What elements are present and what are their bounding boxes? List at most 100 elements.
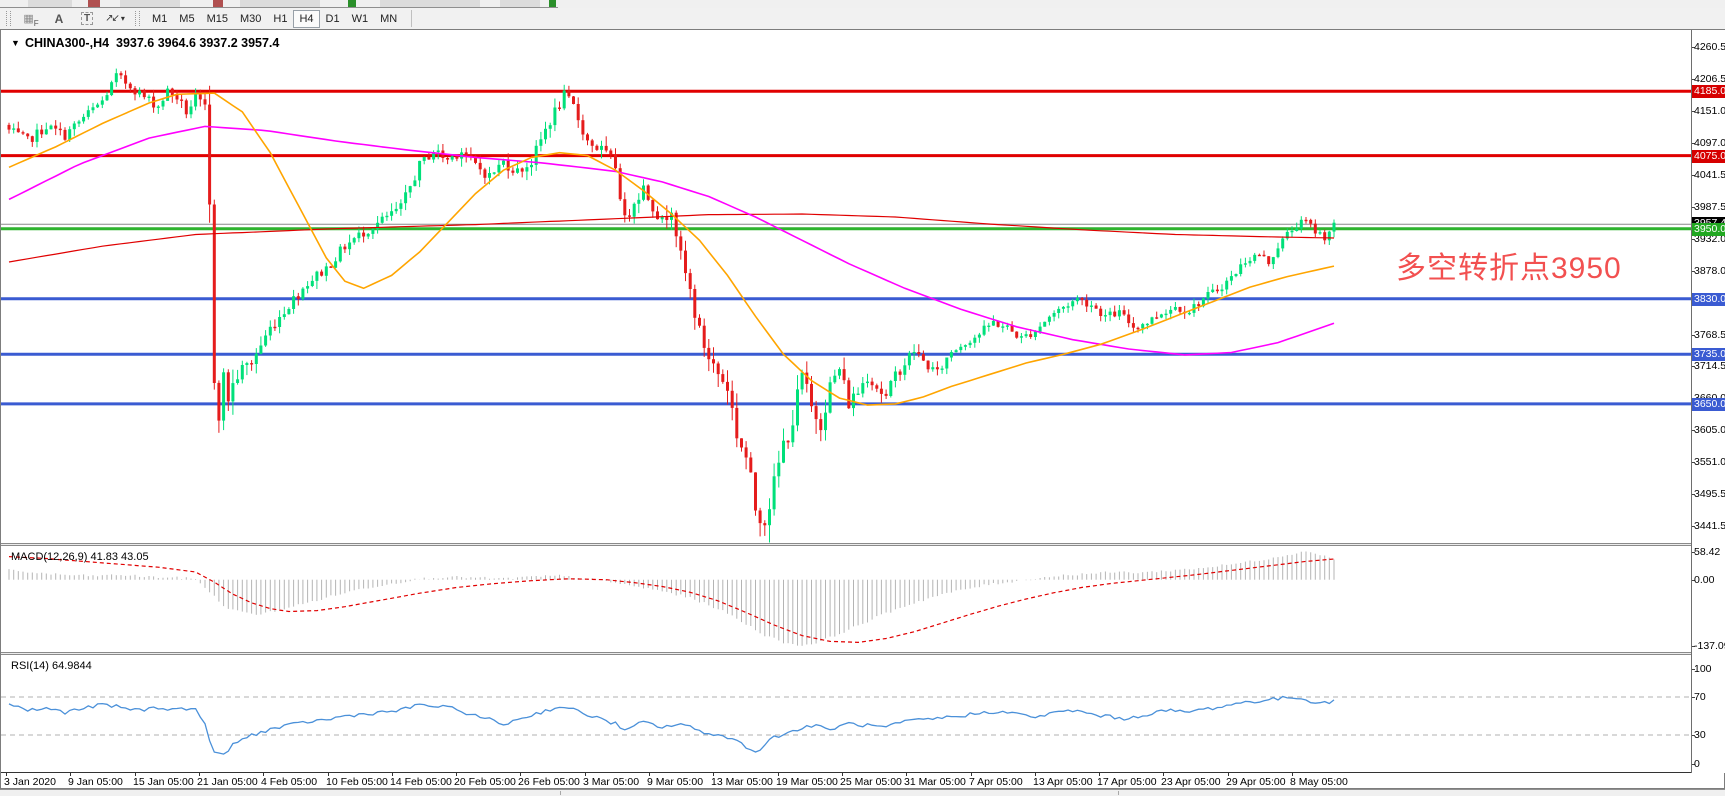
time-axis-label: 10 Feb 05:00 (326, 776, 388, 788)
time-tick-mark (585, 773, 586, 776)
pattern-tool-button[interactable]: ▦ F (19, 9, 43, 29)
ma-fast-orange-line (8, 92, 1335, 406)
macd-tick-mark (1692, 646, 1695, 647)
hline-price-badge: 3950.0 (1692, 223, 1725, 236)
time-tick-mark (70, 773, 71, 776)
chart-collapse-icon[interactable]: ▼ (11, 38, 20, 48)
time-tick-mark (135, 773, 136, 776)
toolbar-fragment (88, 0, 100, 7)
text-tool-button[interactable]: T (75, 9, 99, 29)
price-tick-mark (1692, 111, 1695, 112)
time-axis-label: 17 Apr 05:00 (1097, 776, 1157, 788)
tab-timeframe-m15[interactable]: M15 (201, 10, 234, 28)
price-tick-label: 3878.0 (1694, 265, 1725, 277)
rsi-tick-mark (1692, 764, 1695, 765)
rsi-tick-label: 30 (1694, 729, 1706, 741)
toolbar-drag-handle[interactable] (135, 11, 140, 26)
tab-timeframe-m30[interactable]: M30 (234, 10, 267, 28)
main-price-pane: 多空转折点3950 ▼ CHINA300-,H4 3937.6 3964.6 3… (1, 30, 1691, 543)
time-axis-label: 4 Feb 05:00 (261, 776, 318, 788)
price-tick-label: 4260.5 (1694, 41, 1725, 53)
time-axis-label: 26 Feb 05:00 (518, 776, 580, 788)
macd-tick-label: 58.42 (1694, 546, 1721, 558)
toolbar-fragment (213, 0, 223, 7)
time-tick-mark (456, 773, 457, 776)
hline-price-badge: 3735.0 (1692, 348, 1725, 361)
price-tick-mark (1692, 175, 1695, 176)
time-tick-mark (649, 773, 650, 776)
main-toolbar: ▦ F A T ↗↙ ▾ M1 M5 M15 M30 H1 H4 D1 W1 M… (0, 8, 1725, 29)
bottom-window-strip (0, 789, 1725, 796)
price-tick-label: 3495.5 (1694, 488, 1725, 500)
macd-histogram (8, 551, 1335, 646)
toolbar-fragment (28, 0, 72, 7)
pattern-grid-icon: ▦ (23, 13, 33, 25)
tab-timeframe-h1[interactable]: H1 (267, 10, 293, 28)
price-tick-mark (1692, 335, 1695, 336)
price-tick-mark (1692, 494, 1695, 495)
macd-tick-mark (1692, 552, 1695, 553)
tab-timeframe-h4[interactable]: H4 (293, 9, 320, 28)
strip-divider (0, 7, 558, 8)
price-tick-label: 4206.5 (1694, 73, 1725, 85)
tab-timeframe-mn[interactable]: MN (374, 10, 403, 28)
price-tick-mark (1692, 430, 1695, 431)
hline-price-badge: 3650.0 (1692, 398, 1725, 411)
price-tick-label: 3987.5 (1694, 201, 1725, 213)
time-axis-label: 13 Mar 05:00 (711, 776, 773, 788)
price-tick-mark (1692, 462, 1695, 463)
time-axis-label: 7 Apr 05:00 (969, 776, 1023, 788)
time-axis-label: 29 Apr 05:00 (1226, 776, 1286, 788)
time-axis-label: 8 May 05:00 (1290, 776, 1348, 788)
time-tick-mark (520, 773, 521, 776)
toolbar-drag-handle[interactable] (6, 11, 11, 26)
rsi-tick-mark (1692, 697, 1695, 698)
price-tick-mark (1692, 526, 1695, 527)
time-axis-label: 20 Feb 05:00 (454, 776, 516, 788)
time-tick-mark (199, 773, 200, 776)
pane-divider[interactable] (1, 543, 1691, 546)
price-tick-mark (1692, 366, 1695, 367)
annotation-text[interactable]: 多空转折点3950 (1396, 252, 1622, 285)
tab-timeframe-m1[interactable]: M1 (146, 10, 173, 28)
rsi-label: RSI(14) 64.9844 (11, 660, 92, 672)
rsi-chart-svg: RSI(14) 64.9844 (1, 660, 1691, 755)
price-tick-mark (1692, 239, 1695, 240)
hline-price-badge: 4185.0 (1692, 85, 1725, 98)
styles-tool-button[interactable]: ↗↙ ▾ (103, 9, 127, 29)
ma-mid-magenta-line (8, 125, 1335, 356)
time-tick-mark (328, 773, 329, 776)
price-tick-mark (1692, 271, 1695, 272)
rsi-line (8, 695, 1335, 755)
price-axis[interactable]: 4260.5 4206.5 4151.0 4097.0 4041.5 3987.5 3932… (1691, 30, 1725, 773)
macd-signal-line (8, 556, 1335, 644)
pattern-grid-icon-sub: F (33, 18, 39, 28)
hline-price-badge: 3830.0 (1692, 293, 1725, 306)
time-axis-label: 19 Mar 05:00 (776, 776, 838, 788)
background-toolbar-strip (0, 0, 1725, 8)
text-icon: T (80, 12, 94, 25)
tab-timeframe-w1[interactable]: W1 (346, 10, 375, 28)
time-tick-mark (1035, 773, 1036, 776)
toolbar-separator (411, 10, 413, 27)
time-axis-label: 21 Jan 05:00 (197, 776, 258, 788)
pane-divider[interactable] (1, 652, 1691, 655)
time-tick-mark (778, 773, 779, 776)
tab-timeframe-m5[interactable]: M5 (173, 10, 200, 28)
macd-indicator-pane: MACD(12,26,9) 41.83 43.05 (1, 546, 1691, 652)
diagonal-arrows-icon: ↗↙ (105, 13, 120, 24)
time-axis-label: 23 Apr 05:00 (1161, 776, 1221, 788)
price-tick-label: 3441.5 (1694, 520, 1725, 532)
price-tick-label: 4041.5 (1694, 169, 1725, 181)
time-axis-label: 3 Mar 05:00 (583, 776, 640, 788)
time-tick-mark (906, 773, 907, 776)
price-tick-label: 3551.0 (1694, 456, 1725, 468)
price-tick-mark (1692, 79, 1695, 80)
time-axis[interactable]: 3 Jan 2020 9 Jan 05:00 15 Jan 05:00 21 Jan … (1, 773, 1691, 788)
tab-timeframe-d1[interactable]: D1 (320, 10, 346, 28)
candles-group (7, 68, 1336, 543)
chevron-down-icon: ▾ (120, 14, 125, 23)
time-tick-mark (263, 773, 264, 776)
toolbar-fragment (549, 0, 556, 7)
text-label-tool-button[interactable]: A (47, 9, 71, 29)
